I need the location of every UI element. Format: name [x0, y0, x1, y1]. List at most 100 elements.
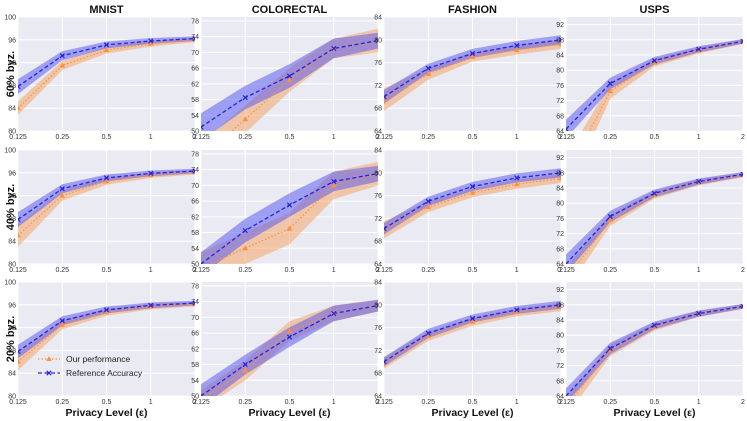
panel-3-3-ytick-label: 68 [374, 371, 382, 378]
panel-1-2-xtick-label: 1 [332, 134, 336, 141]
panel-1-4-ours-point [651, 59, 658, 65]
panel-1-1-xtick-label: 0.125 [9, 134, 27, 141]
panel-2-1-ours-point [59, 192, 66, 198]
panel-3-1-ytick-label: 80 [8, 394, 16, 401]
column-title-mnist: MNIST [89, 4, 124, 16]
x-axis-title: Privacy Level (ε) [65, 407, 147, 419]
panel-3-4-xtick-label: 0.25 [603, 399, 617, 406]
panel-1-2-ours-point [286, 76, 293, 82]
panel-2-3-plot [384, 168, 561, 239]
panel-2-4-plot [566, 171, 743, 264]
panel-3-1-ours-point [103, 309, 110, 315]
panel-2-4-ytick-label: 72 [556, 231, 564, 238]
panel-2-3-ref-point [514, 175, 520, 181]
panel-1-1-xtick-label: 2 [193, 134, 197, 141]
panel-2-1-ref-point [103, 175, 110, 181]
panel-2-4-xtick-label: 1 [697, 267, 701, 274]
panel-2-2-ytick-label: 74 [191, 167, 199, 174]
panel-2-1-xtick-label: 0.125 [9, 267, 27, 274]
panel-2-2-ref-point [286, 202, 293, 208]
panel-1-4-ref-point [651, 58, 658, 64]
panel-3-1-ref-point [59, 318, 65, 324]
panel-2-1-ref-point [59, 186, 65, 192]
panel-1-4-ref-point [740, 38, 743, 44]
panel-3-1-xtick-label: 0.5 [102, 399, 112, 406]
row-label-60-byz: 60% byz. [5, 51, 17, 97]
panel-3-3-ref-point [469, 315, 476, 322]
panel-2-2-ours-line [208, 173, 378, 264]
panel-1-4-xtick-label: 1 [697, 134, 701, 141]
panel-3-1-ours-point [18, 358, 21, 364]
panel-2-2-ytick-label: 78 [191, 151, 199, 158]
panel-1-4-xtick-label: 0.25 [603, 134, 617, 141]
panel-3-3-ref-point [514, 307, 520, 313]
panel-1-4-ytick-label: 84 [556, 53, 564, 60]
panel-3-3-xtick-label: 0.5 [468, 399, 478, 406]
panel-3-4-xtick-label: 0.125 [557, 399, 575, 406]
panel-3-2-xtick-label: 2 [376, 399, 380, 406]
panel-2-1-xtick-label: 0.5 [102, 267, 112, 274]
panel-1-2-ytick-label: 78 [191, 18, 199, 25]
panel-3-1-xtick-label: 2 [193, 399, 197, 406]
panel-2-1-ytick-label: 92 [8, 193, 16, 200]
panel-1-3-ours-point [558, 41, 561, 47]
panel-3-3-xtick-label: 0.125 [375, 399, 393, 406]
panel-1-1-ref-point [148, 38, 154, 44]
panel-3-2-ytick-label: 66 [191, 331, 199, 338]
panel-1-2-ytick-label: 62 [191, 81, 199, 88]
panel-3-1-ref-point [18, 348, 21, 355]
panel-2-4-ytick-label: 88 [556, 170, 564, 177]
panel-3-2-xtick-label: 0.5 [285, 399, 295, 406]
panel-3-2-ytick-label: 78 [191, 283, 199, 290]
panel-2-3-ytick-label: 84 [374, 148, 382, 155]
panel-2-1-ours-band [18, 169, 195, 247]
legend-ref-marker [46, 370, 52, 376]
panel-1-3-xtick-label: 0.125 [375, 134, 393, 141]
column-title-usps: USPS [640, 4, 670, 16]
panel-3-4-ref-point [696, 310, 702, 317]
panel-1-2-ref-point [331, 45, 337, 52]
panel-2-4-ref-line [566, 173, 743, 264]
panel-1-3-ours-point [384, 96, 387, 102]
panel-2-3-ytick-label: 76 [374, 193, 382, 200]
panel-3-1-ours-band [18, 301, 195, 371]
panel-2-4-ytick-label: 68 [556, 246, 564, 253]
panel-1-4-ytick-label: 68 [556, 113, 564, 120]
panel-3-1-plot [18, 300, 195, 371]
panel-3-2-ref-point [331, 310, 337, 317]
panel-3-1-ref-point [148, 302, 154, 308]
panel-2-2-ref-point [242, 227, 248, 234]
panel-3-3-ours-point [425, 333, 432, 339]
panel-3-2-ytick-label: 70 [191, 315, 199, 322]
panel-2-2-xtick-label: 0.125 [192, 267, 210, 274]
panel-1-2-xtick-label: 0.25 [238, 134, 252, 141]
legend-ref-label: Reference Accuracy [66, 368, 143, 378]
panel-2-1-ytick-label: 88 [8, 216, 16, 223]
panel-3-3-ref-point [425, 330, 431, 336]
row-label-40-byz: 40% byz. [5, 184, 17, 230]
panel-2-3-ref-point [425, 198, 431, 204]
panel-2-2-ref-point [201, 261, 204, 264]
panel-3-2-plot [201, 299, 378, 396]
panel-1-1-ours-point [18, 105, 21, 111]
panel-1-1-ytick-label: 84 [8, 106, 16, 113]
panel-2-1-ytick-label: 100 [4, 148, 16, 155]
panel-1-2-ytick-label: 50 [191, 129, 199, 136]
panel-3-4-ref-point [740, 303, 743, 309]
panel-1-2-ref-point [286, 73, 293, 79]
panel-2-3-ref-point [558, 170, 561, 176]
panel-3-3-ref-point [558, 302, 561, 308]
x-axis-title: Privacy Level (ε) [248, 407, 330, 419]
panel-1-4-ytick-label: 92 [556, 22, 564, 29]
panel-1-4-ours-point [607, 88, 614, 94]
panel-3-1-ytick-label: 84 [8, 371, 16, 378]
panel-1-3-xtick-label: 2 [559, 134, 563, 141]
panel-1-3-ours-point [513, 47, 520, 53]
panel-2-4-ytick-label: 64 [556, 262, 564, 269]
column-title-colorectal: COLORECTAL [252, 4, 328, 16]
panel-1-4-xtick-label: 0.5 [650, 134, 660, 141]
panel-2-4-xtick-label: 0.5 [650, 267, 660, 274]
panel-3-4-ytick-label: 92 [556, 287, 564, 294]
panel-3-3-xtick-label: 0.25 [421, 399, 435, 406]
